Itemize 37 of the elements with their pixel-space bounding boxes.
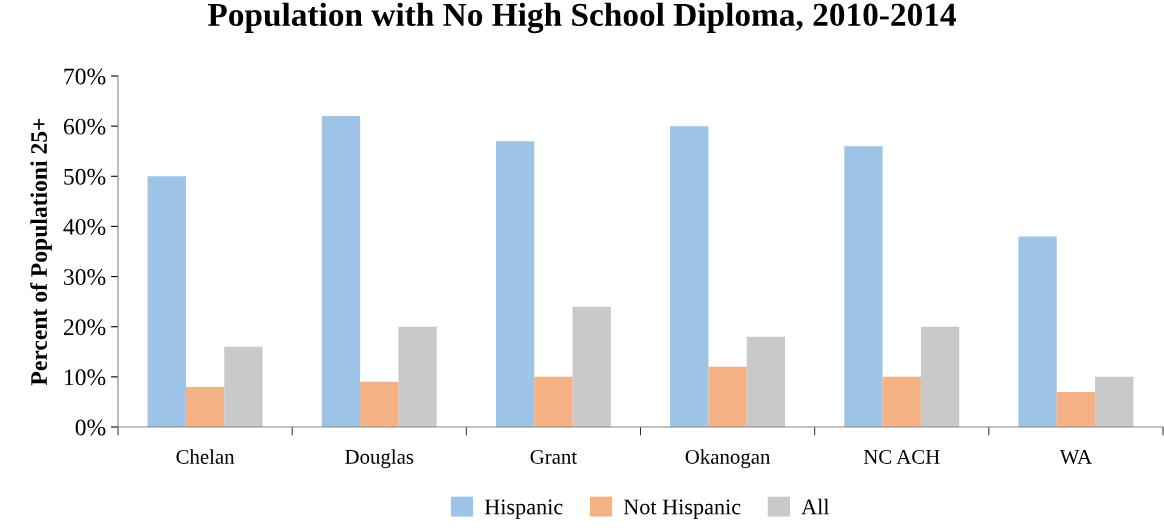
bar bbox=[185, 386, 225, 427]
x-tick-label: NC ACH bbox=[863, 449, 940, 464]
legend-label: Not Hispanic bbox=[623, 499, 741, 519]
x-tick-label: Chelan bbox=[176, 449, 235, 464]
bar bbox=[670, 126, 709, 427]
y-tick-label: 10% bbox=[64, 369, 106, 386]
legend-label: Hispanic bbox=[484, 499, 563, 519]
bar bbox=[844, 146, 883, 427]
y-tick-label: 60% bbox=[63, 118, 106, 135]
x-tick-label: Douglas bbox=[345, 449, 414, 469]
y-tick-label: 50% bbox=[64, 168, 106, 185]
bar bbox=[534, 376, 573, 427]
bar bbox=[746, 336, 786, 427]
legend-label: All bbox=[801, 498, 830, 515]
bar bbox=[1018, 236, 1057, 427]
bar bbox=[360, 381, 399, 427]
bar bbox=[321, 116, 361, 427]
x-tick-label: Okanogan bbox=[685, 449, 771, 469]
bar bbox=[1095, 376, 1134, 427]
chart-title: Population with No High School Diploma, 2010-2014 bbox=[207, 2, 956, 34]
bar bbox=[147, 176, 186, 427]
y-tick-label: 70% bbox=[64, 68, 106, 85]
bar bbox=[495, 141, 535, 427]
bar bbox=[882, 376, 921, 427]
bar bbox=[708, 366, 747, 427]
bar bbox=[398, 326, 437, 427]
y-tick-label: 40% bbox=[63, 218, 106, 235]
bar bbox=[920, 326, 960, 427]
x-tick-label: Grant bbox=[530, 449, 578, 464]
x-tick-label: WA bbox=[1059, 449, 1092, 464]
bar bbox=[572, 306, 611, 427]
bar bbox=[224, 346, 263, 427]
y-tick-label: 30% bbox=[64, 269, 106, 286]
bar bbox=[1056, 391, 1096, 427]
y-axis-title: Percent of Populationi 25+ bbox=[30, 118, 52, 386]
y-tick-label: 20% bbox=[63, 319, 106, 336]
y-tick-label: 0% bbox=[75, 419, 106, 436]
